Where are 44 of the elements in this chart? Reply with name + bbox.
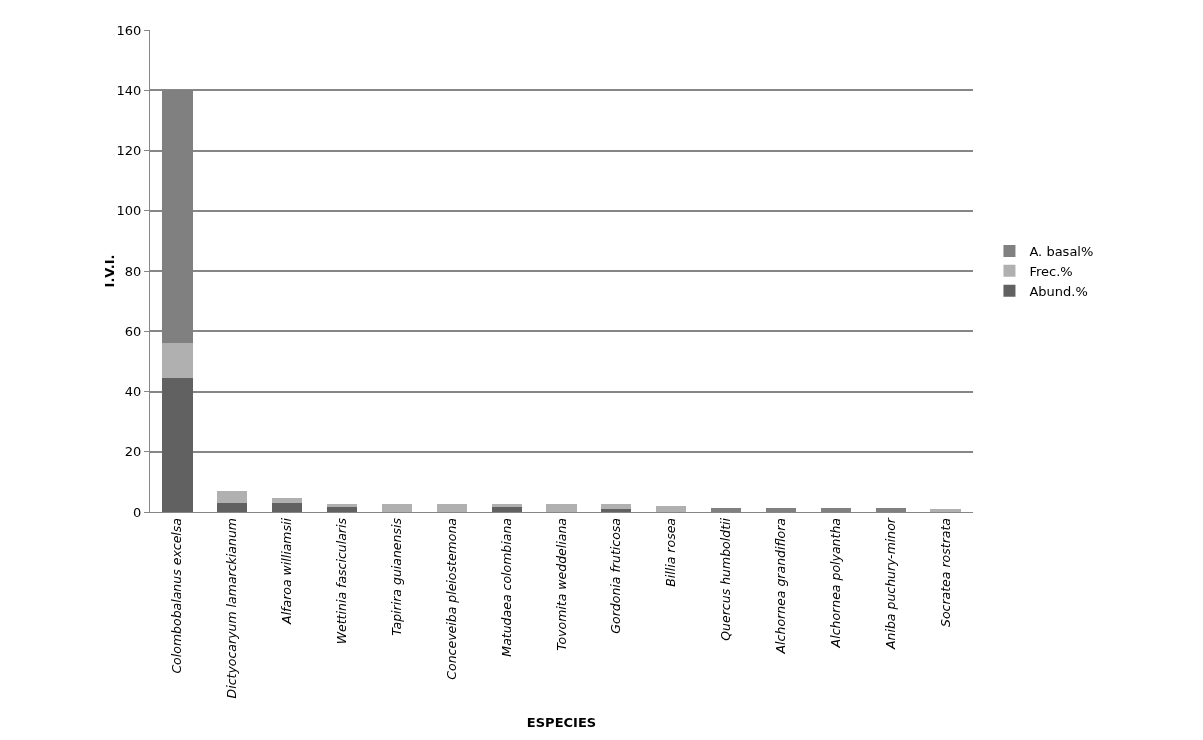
bar [326,507,358,512]
x-tick-label: Conceveiba pleiostemona [443,518,459,680]
x-tick-label: Colombobalanus excelsa [169,518,185,674]
y-tick-label: 100 [116,203,142,219]
y-axis-title: I.V.I. [102,254,117,288]
x-tick-label: Aniba puchury-minor [882,517,898,651]
y-tick-label: 140 [116,82,142,98]
x-tick-label: Tovomita weddeliana [553,518,569,651]
legend-label: Abund.% [1029,283,1088,299]
y-tick-label: 60 [124,323,142,339]
y-tick-label: 160 [116,22,142,38]
bar [381,504,412,512]
x-tick-label: Alfaroa williamsii [279,517,295,625]
y-tick-label: 80 [124,263,142,279]
x-tick-label: Alchornea grandiflora [773,518,789,655]
bar [217,502,248,512]
x-tick-label: Dictyocaryum lamarckianum [224,518,240,699]
bar [930,508,961,512]
bar [601,504,632,509]
bar [491,507,522,512]
bar [546,504,577,512]
bar [436,504,467,512]
x-tick-label: Socratea rostrata [937,518,953,628]
y-tick-label: 120 [116,143,142,159]
bar [601,508,632,512]
bar [272,498,303,503]
y-tick-label: 0 [133,504,142,520]
bar [162,377,193,512]
legend-label: Frec.% [1029,263,1073,279]
x-tick-label: Tapirira guianensis [388,517,404,636]
bar [272,502,303,512]
x-tick-label: Billia rosea [663,518,679,587]
y-tick-label: 40 [124,384,142,400]
legend-label: A. basal% [1029,244,1094,260]
bar [162,343,193,378]
x-axis-title: ESPECIES [526,715,597,731]
x-tick-label: Gordonia fruticosa [608,518,624,634]
y-tick-label: 20 [124,444,142,460]
bar [656,505,687,512]
bar [217,491,248,503]
x-tick-label: Matudaea colombiana [498,518,514,657]
x-tick-label: Wettinia fascicularis [334,517,350,645]
x-tick-label: Alchornea polyantha [827,518,843,649]
x-tick-label: Quercus humboldtii [718,517,734,641]
